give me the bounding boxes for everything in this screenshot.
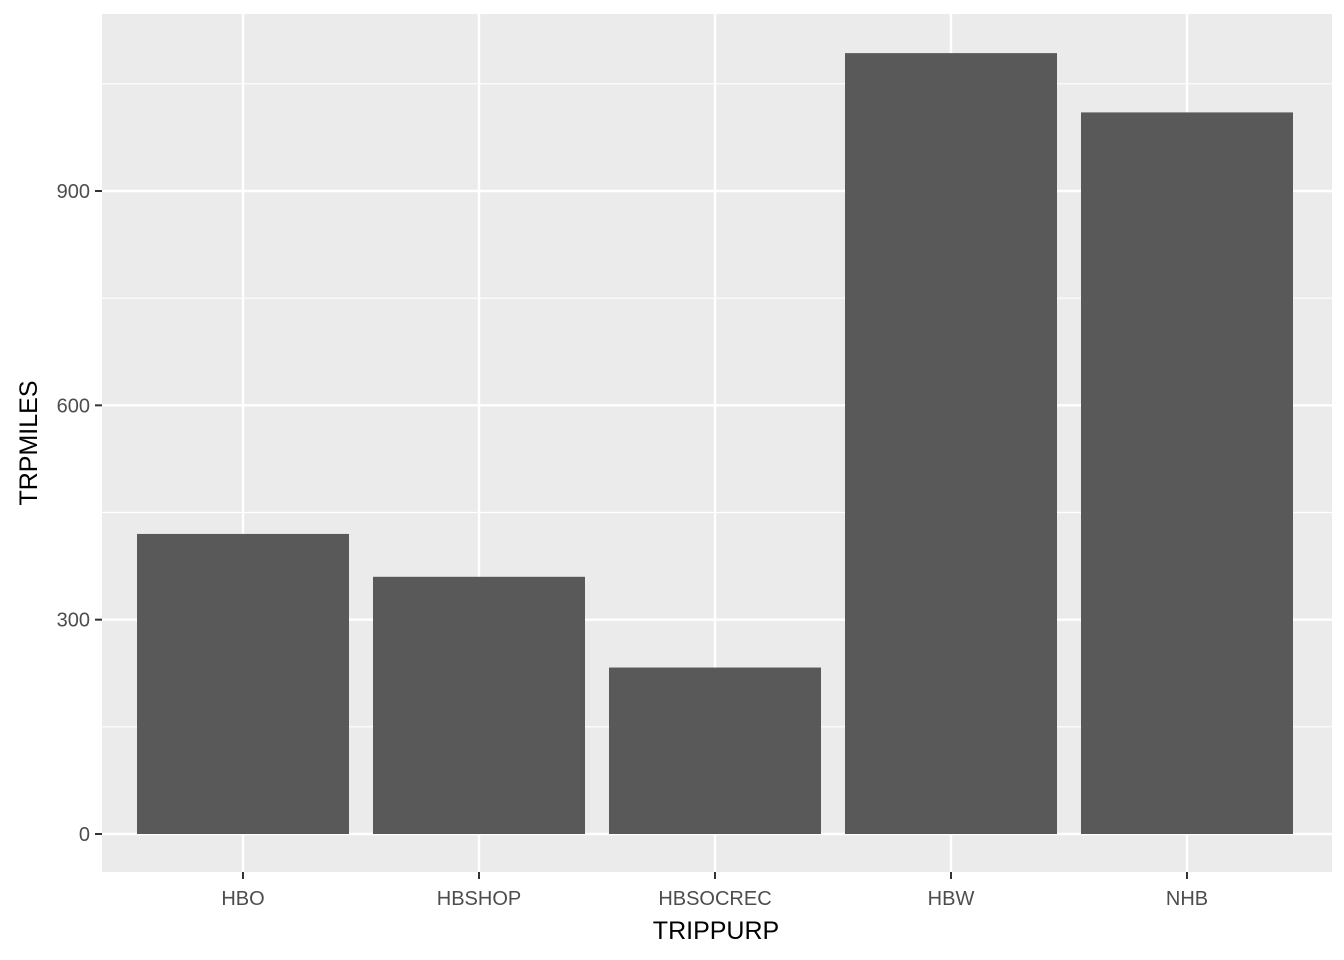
y-tick-label: 900 bbox=[57, 181, 90, 203]
y-axis: 0 300 600 900 bbox=[57, 181, 102, 846]
bar-hbshop bbox=[373, 576, 585, 834]
x-tick-label: HBSOCREC bbox=[658, 888, 771, 910]
bar-hbw bbox=[845, 53, 1057, 834]
x-tick-label: HBO bbox=[221, 888, 264, 910]
bar-hbsocrec bbox=[609, 667, 821, 834]
x-tick-label: HBW bbox=[928, 888, 975, 910]
x-axis-title: TRIPPURP bbox=[653, 917, 779, 945]
bar-nhb bbox=[1081, 112, 1293, 834]
y-tick-label: 0 bbox=[79, 824, 90, 846]
x-tick-label: NHB bbox=[1166, 888, 1208, 910]
bars bbox=[137, 53, 1293, 834]
x-tick-label: HBSHOP bbox=[437, 888, 521, 910]
x-axis: HBO HBSHOP HBSOCREC HBW NHB bbox=[221, 872, 1208, 910]
y-tick-label: 300 bbox=[57, 610, 90, 632]
y-tick-label: 600 bbox=[57, 395, 90, 417]
bar-hbo bbox=[137, 533, 349, 834]
y-axis-title: TRPMILES bbox=[15, 380, 43, 505]
